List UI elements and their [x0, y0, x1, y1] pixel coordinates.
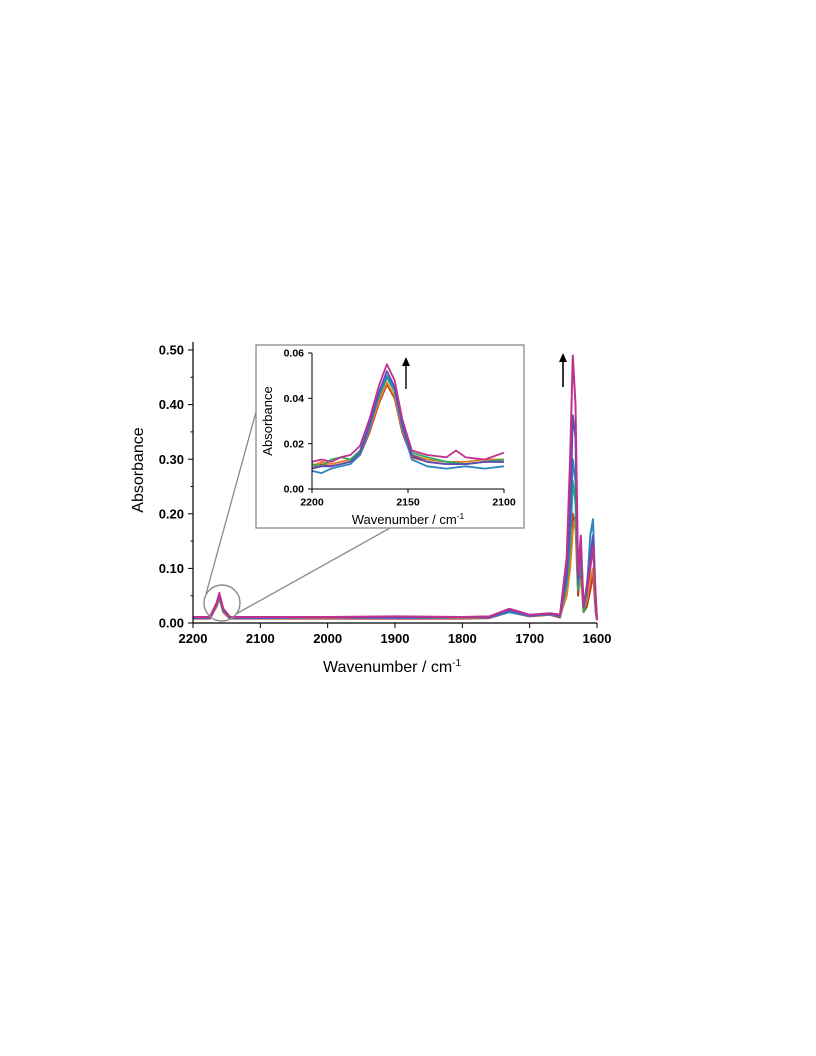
main-x-tick-label: 1700: [515, 631, 544, 646]
inset-chart: 0.00 0.02 0.04 0.06 2200 2150 2100 Absorbance…: [255, 344, 525, 529]
main-chart: 0.00 0.10 0.20 0.30 0.40 0.50 2200 2100 2000 190…: [130, 342, 611, 676]
inset-x-tick-label: 2200: [300, 497, 324, 509]
inset-y-tick-label: 0.00: [284, 484, 305, 496]
inset-series-group: [311, 363, 505, 474]
main-x-axis-title-text: Wavenumber / cm: [323, 659, 452, 676]
main-y-tick-label: 0.50: [159, 343, 184, 358]
main-arrow-up-icon: [559, 353, 567, 387]
main-y-tick-label: 0.00: [159, 616, 184, 631]
inset-y-tick-label: 0.02: [284, 438, 305, 450]
main-x-tick-label: 2200: [179, 631, 208, 646]
zoom-circle: [203, 584, 241, 622]
main-x-tick-label: 2100: [246, 631, 275, 646]
main-y-tick-label: 0.20: [159, 506, 184, 521]
inset-x-axis-title-text: Wavenumber / cm: [352, 512, 457, 527]
inset-y-tick-label: 0.06: [284, 348, 305, 360]
zoom-connector-top: [205, 411, 257, 595]
main-x-tick-label: 1600: [583, 631, 612, 646]
main-x-tick-label: 2000: [313, 631, 342, 646]
inset-series-line-4: [311, 374, 505, 474]
main-x-tick-label: 1800: [448, 631, 477, 646]
main-y-tick-label: 0.40: [159, 397, 184, 412]
inset-arrow-up-icon: [402, 357, 410, 389]
main-y-tick-label: 0.10: [159, 561, 184, 576]
main-x-ticks: 2200 2100 2000 1900 1800 1700 1600: [179, 623, 612, 646]
inset-series-line-6: [311, 363, 505, 463]
main-y-ticks: 0.00 0.10 0.20 0.30 0.40 0.50: [159, 343, 193, 631]
inset-y-tick-label: 0.04: [284, 393, 305, 405]
inset-series-line-5: [311, 370, 504, 470]
zoom-connector-bottom: [235, 527, 391, 615]
inset-x-axis-title: Wavenumber / cm-1: [352, 511, 465, 527]
inset-y-ticks: 0.00 0.02 0.04 0.06: [284, 348, 312, 496]
inset-x-tick-label: 2100: [492, 497, 516, 509]
inset-x-axis-title-sup: -1: [457, 511, 465, 521]
main-y-tick-label: 0.30: [159, 452, 184, 467]
main-y-axis-title: Absorbance: [130, 427, 147, 512]
main-series-line-6: [193, 354, 598, 620]
main-x-tick-label: 1900: [381, 631, 410, 646]
inset-x-ticks: 2200 2150 2100: [300, 489, 516, 509]
inset-y-axis-title: Absorbance: [260, 386, 275, 455]
inset-frame: [255, 344, 525, 529]
main-x-axis-title-sup: -1: [452, 658, 461, 669]
main-series-group: [193, 354, 598, 621]
inset-x-tick-label: 2150: [396, 497, 420, 509]
main-x-axis-title: Wavenumber / cm-1: [323, 658, 462, 676]
